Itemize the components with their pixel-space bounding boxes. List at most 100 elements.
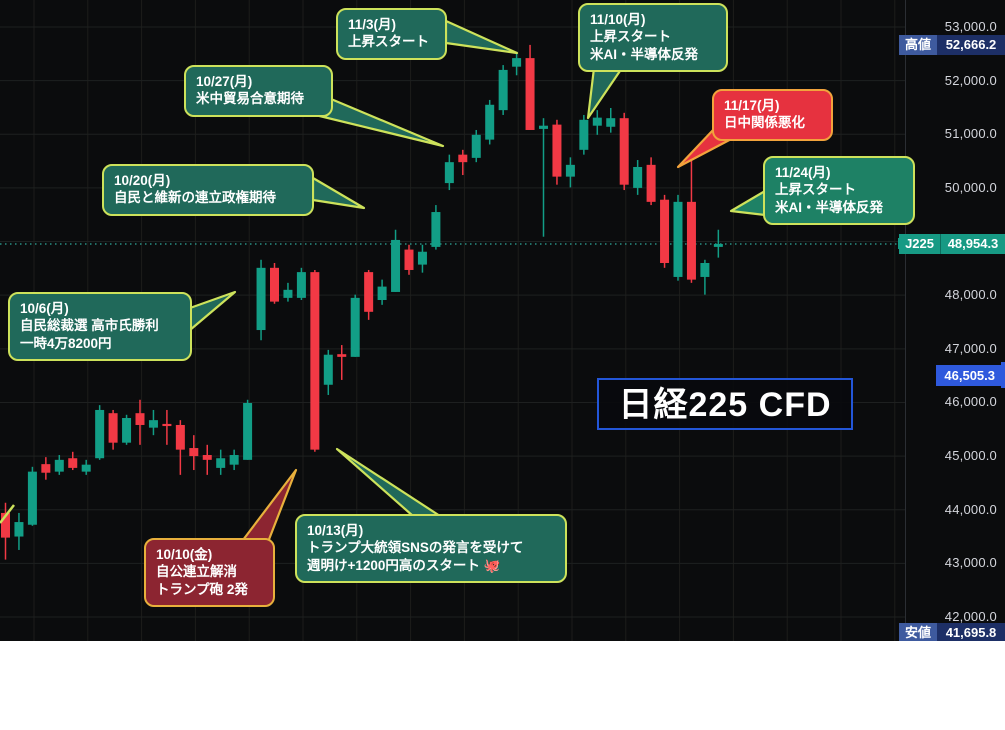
candle-body <box>162 423 172 427</box>
page-background-margin <box>0 641 1005 730</box>
annotation-callout-11-17[interactable]: 11/17(月) 日中関係悪化 <box>712 89 833 141</box>
candle-body <box>95 409 105 459</box>
candle-body <box>619 118 629 185</box>
candle-body <box>364 272 374 312</box>
candle-body <box>41 464 51 473</box>
price-tick-label: 47,000.0 <box>944 340 997 356</box>
callout-text-line: 自民と維新の連立政権期待 <box>114 190 276 206</box>
annotation-callout-11-3[interactable]: 11/3(月) 上昇スタート <box>336 8 447 60</box>
callout-text-line: トランプ砲 2発 <box>156 581 248 597</box>
candle-body <box>243 402 253 460</box>
callout-text-line: 日中関係悪化 <box>724 115 805 131</box>
annotation-callout-10-6[interactable]: 10/6(月) 自民総裁選 高市氏勝利 一時4万8200円 <box>8 292 192 361</box>
candle-body <box>270 267 279 302</box>
price-tick-label: 46,000.0 <box>944 394 997 410</box>
candle-body <box>700 263 710 277</box>
marked-price-badge: 46,505.3 <box>936 364 1003 386</box>
candle-body <box>673 201 683 277</box>
price-tick-label: 53,000.0 <box>944 19 997 34</box>
candle-body <box>14 522 24 537</box>
callout-text-line: 米AI・半導体反発 <box>590 46 698 62</box>
candle-body <box>68 458 78 468</box>
high-badge-value: 52,666.2 <box>937 34 1005 55</box>
candle-body <box>148 420 158 428</box>
candle-body <box>539 125 548 129</box>
price-tick-label: 48,000.0 <box>944 287 997 303</box>
callout-tail-10-10 <box>241 468 298 544</box>
price-tick-label: 51,000.0 <box>944 126 997 142</box>
candle-body <box>512 58 522 67</box>
price-tick-label: 45,000.0 <box>944 448 997 464</box>
candle-body <box>175 424 185 450</box>
candle-body <box>660 199 670 263</box>
callout-date: 11/17(月) <box>724 98 780 113</box>
candle-body <box>189 448 199 457</box>
candle-body <box>202 455 212 460</box>
candle-body <box>81 464 91 472</box>
chart-title-box[interactable]: 日経225 CFD <box>597 378 853 430</box>
callout-tail-10-13 <box>335 447 442 518</box>
low-badge-value: 41,695.8 <box>937 623 1005 641</box>
candle-body <box>444 162 454 184</box>
candle-body <box>310 272 320 450</box>
candle-body <box>404 249 414 270</box>
price-tick-label: 44,000.0 <box>944 501 997 517</box>
annotation-callout-11-10[interactable]: 11/10(月) 上昇スタート 米AI・半導体反発 <box>578 3 728 72</box>
candle-body <box>606 118 616 127</box>
candle-body <box>579 119 589 150</box>
price-tick-label: 52,000.0 <box>944 72 997 88</box>
candle-body <box>108 413 118 443</box>
annotation-callout-10-27[interactable]: 10/27(月) 米中貿易合意期待 <box>184 65 333 117</box>
annotation-callout-10-13[interactable]: 10/13(月) トランプ大統領SNSの発言を受けて 週明け+1200円高のスタート… <box>295 514 567 583</box>
callout-date: 10/27(月) <box>196 74 253 89</box>
candle-body <box>27 471 37 525</box>
annotation-callout-11-24[interactable]: 11/24(月) 上昇スタート 米AI・半導体反発 <box>763 156 915 225</box>
callout-date: 10/10(金) <box>156 547 213 562</box>
callout-text-line: 米中貿易合意期待 <box>196 91 304 107</box>
candle-body <box>713 243 723 247</box>
callout-text-line: トランプ大統領SNSの発言を受けて <box>307 540 524 556</box>
callout-date: 10/13(月) <box>307 523 364 538</box>
candle-body <box>552 124 562 177</box>
candle-body <box>646 164 656 202</box>
price-axis-separator <box>905 0 906 641</box>
candle-body <box>471 134 481 158</box>
callout-tail-11-3 <box>444 19 519 55</box>
candle-body <box>592 117 602 126</box>
marked-price-edge-marker <box>1001 362 1005 389</box>
callout-text-line: 自公連立解消 <box>156 564 237 580</box>
ticker-badge-label: J225 <box>899 233 941 254</box>
price-tick-label: 43,000.0 <box>944 555 997 571</box>
callout-date: 10/6(月) <box>20 301 69 316</box>
price-tick-label: 42,000.0 <box>944 609 997 624</box>
last-price-badge-value: 48,954.3 <box>941 233 1005 254</box>
candle-body <box>431 212 441 247</box>
callout-date: 11/10(月) <box>590 12 646 27</box>
callout-tail-11-10 <box>586 66 624 120</box>
candle-body <box>229 455 239 465</box>
candle-body <box>498 69 508 111</box>
candle-body <box>485 104 495 140</box>
last-price-badge: J225 48,954.3 <box>899 233 1005 254</box>
high-badge-label: 高値 <box>898 34 937 55</box>
candle-body <box>525 58 535 130</box>
annotation-callout-10-10[interactable]: 10/10(金) 自公連立解消 トランプ砲 2発 <box>144 538 275 607</box>
annotation-callout-10-20[interactable]: 10/20(月) 自民と維新の連立政権期待 <box>102 164 314 216</box>
chart-area[interactable]: 53,000.0 52,000.0 51,000.0 50,000.0 48,000.0… <box>0 0 1005 641</box>
callout-date: 11/3(月) <box>348 17 397 32</box>
candle-body <box>216 458 226 468</box>
callout-date: 11/24(月) <box>775 165 831 180</box>
callout-text-line: 一時4万8200円 <box>20 335 112 351</box>
callout-text-line: 上昇スタート <box>590 29 671 45</box>
candle-body <box>54 459 64 472</box>
callout-tail-10-6 <box>188 290 237 332</box>
session-high-badge: 高値 52,666.2 <box>898 34 1005 55</box>
cropped-callout-tail <box>0 504 15 524</box>
low-badge-label: 安値 <box>898 623 937 641</box>
callout-text-line: 週明け+1200円高のスタート 🐙 <box>307 557 501 573</box>
callout-text-line: 米AI・半導体反発 <box>775 199 883 215</box>
candle-body <box>350 297 360 357</box>
price-tick-label: 50,000.0 <box>944 179 997 195</box>
callout-text-line: 自民総裁選 高市氏勝利 <box>20 318 159 334</box>
candle-body <box>323 354 333 385</box>
